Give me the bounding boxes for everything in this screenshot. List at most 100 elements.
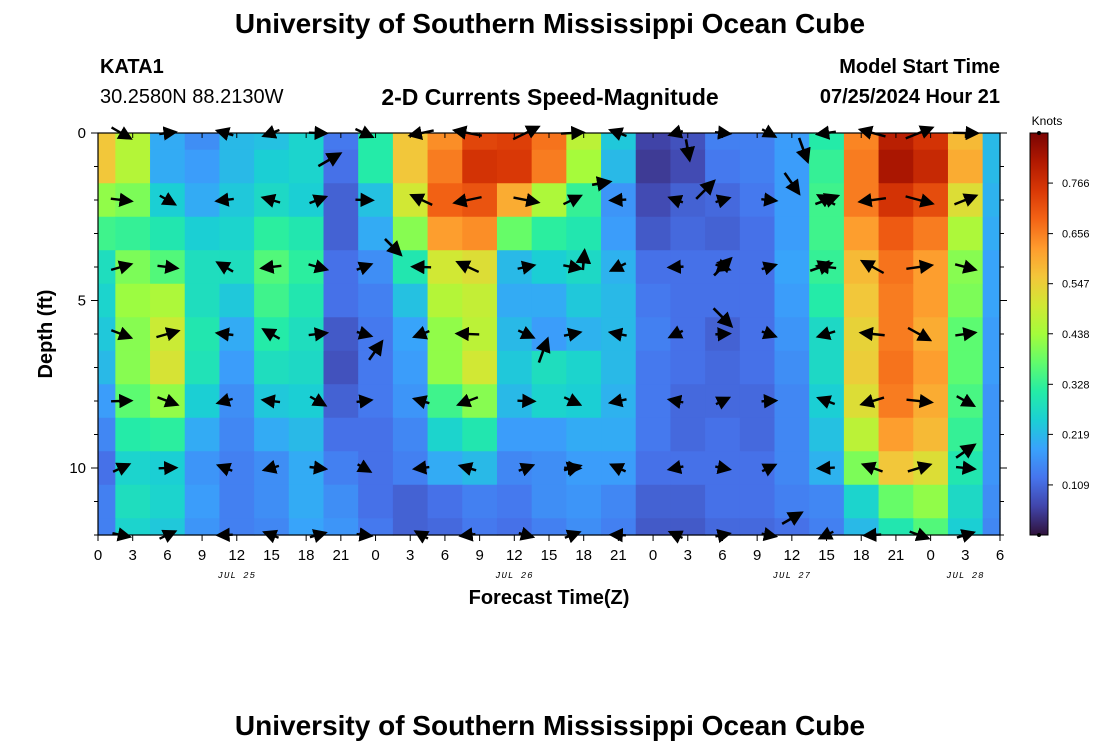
- current-vector-arrow: [411, 395, 430, 410]
- heatmap-cell: [219, 484, 255, 519]
- heatmap-cell: [670, 518, 706, 536]
- heatmap-cell: [601, 484, 637, 519]
- current-vector-arrow: [953, 193, 979, 207]
- current-vector-arrow: [781, 511, 804, 526]
- heatmap-cell: [705, 417, 741, 452]
- heatmap-cell: [531, 484, 567, 519]
- current-vector-arrow: [261, 459, 280, 474]
- heatmap-cell: [878, 133, 914, 151]
- current-vector-arrow: [666, 459, 684, 475]
- x-tick-label: 12: [506, 547, 523, 564]
- heatmap-cell: [843, 350, 880, 385]
- heatmap-cell: [98, 216, 116, 251]
- heatmap-cell: [358, 417, 394, 452]
- heatmap-cell: [358, 283, 394, 318]
- heatmap-cell: [531, 283, 567, 318]
- heatmap-cell: [913, 149, 949, 184]
- heatmap-cell: [323, 216, 359, 251]
- date-label: JUL 26: [495, 571, 533, 581]
- current-vector-arrow: [309, 393, 328, 407]
- heatmap-cell: [496, 216, 533, 251]
- heatmap-cell: [462, 518, 498, 536]
- heatmap-cell: [913, 484, 949, 519]
- current-vector-arrow: [667, 194, 684, 209]
- heatmap-cell: [913, 216, 949, 251]
- heatmap-cell: [601, 417, 637, 452]
- heatmap-cell: [150, 417, 186, 452]
- heatmap-cell: [913, 283, 949, 318]
- heatmap-cell: [635, 451, 672, 486]
- heatmap-cell: [496, 417, 533, 452]
- heatmap-cell: [947, 484, 984, 519]
- heatmap-cell: [774, 216, 810, 251]
- heatmap-cell: [288, 283, 325, 318]
- x-tick-label: 6: [996, 547, 1004, 564]
- heatmap-cell: [358, 350, 394, 385]
- current-vector-arrow: [157, 259, 180, 274]
- x-tick-label: 3: [684, 547, 692, 564]
- heatmap-cell: [98, 250, 116, 285]
- heatmap-cell: [98, 133, 116, 151]
- heatmap-cell: [601, 518, 637, 536]
- heatmap-cell: [947, 216, 984, 251]
- heatmap-cell: [913, 417, 949, 452]
- chart-subtitle: 2-D Currents Speed-Magnitude: [381, 84, 719, 110]
- heatmap-cell: [427, 216, 463, 251]
- heatmap-cell: [531, 451, 567, 486]
- colorbar-tick-label: 0.656: [1062, 229, 1090, 241]
- heatmap-cell: [982, 149, 1001, 184]
- heatmap-cell: [184, 518, 221, 536]
- current-vector-arrow: [356, 325, 374, 340]
- heatmap-cell: [843, 518, 880, 536]
- current-vector-arrow: [607, 327, 627, 342]
- current-vector-arrow: [815, 460, 835, 475]
- colorbar-tick-label: 0.109: [1062, 480, 1090, 492]
- colorbar-units: Knots: [1032, 114, 1063, 128]
- heatmap-cell: [809, 283, 845, 318]
- heatmap-cell: [809, 484, 845, 519]
- current-vector-arrow: [368, 339, 384, 361]
- current-vector-arrow: [409, 193, 433, 207]
- heatmap-cell: [254, 216, 290, 251]
- heatmap-cell: [323, 250, 359, 285]
- heatmap-cell: [566, 216, 602, 251]
- heatmap-cell: [982, 216, 1001, 251]
- heatmap-cell: [219, 350, 255, 385]
- heatmap-cell: [219, 216, 255, 251]
- heatmap-cell: [358, 216, 394, 251]
- current-vector-arrow: [355, 192, 375, 208]
- heatmap-cell: [878, 183, 914, 218]
- current-vector-arrow: [260, 394, 281, 409]
- current-vector-arrow: [715, 460, 733, 475]
- heatmap-cell: [323, 384, 359, 419]
- current-vector-arrow: [513, 193, 541, 208]
- colorbar-bottom-marker: [1037, 533, 1041, 537]
- heatmap-cell: [184, 283, 221, 318]
- colorbar-scale: [1029, 132, 1049, 536]
- current-vector-arrow: [309, 194, 329, 208]
- current-vector-arrow: [564, 460, 583, 476]
- heatmap-cell: [739, 350, 776, 385]
- current-vector-arrow: [452, 193, 482, 208]
- current-vector-arrow: [215, 462, 233, 477]
- current-vector-arrow: [679, 139, 696, 163]
- heatmap-cell: [98, 149, 116, 184]
- colorbar-ticks: 0.766 0.656 0.547 0.438 0.328 0.219 0.109: [1037, 131, 1090, 537]
- x-axis-ticks: 0 3 6 9 12 15 18 21 0 3 6 9 12 15 18 21 0 3 6 9 12 15 18 21 0 3 6: [94, 133, 1004, 564]
- heatmap-cell: [843, 484, 880, 519]
- current-vector-arrow: [563, 259, 584, 274]
- heatmap-cell: [982, 317, 1001, 352]
- heatmap-cell: [427, 283, 463, 318]
- current-vector-arrow: [110, 192, 134, 207]
- current-vector-arrow: [308, 259, 330, 274]
- x-tick-label: 9: [198, 547, 206, 564]
- heatmap-cell: [98, 183, 116, 218]
- x-tick-label: 12: [228, 547, 245, 564]
- heatmap-cell: [635, 350, 672, 385]
- current-vector-arrow: [111, 393, 134, 409]
- y-tick-label: 10: [69, 460, 86, 477]
- heatmap-cell: [184, 216, 221, 251]
- date-label: JUL 25: [218, 571, 256, 581]
- heatmap-cell: [531, 518, 567, 536]
